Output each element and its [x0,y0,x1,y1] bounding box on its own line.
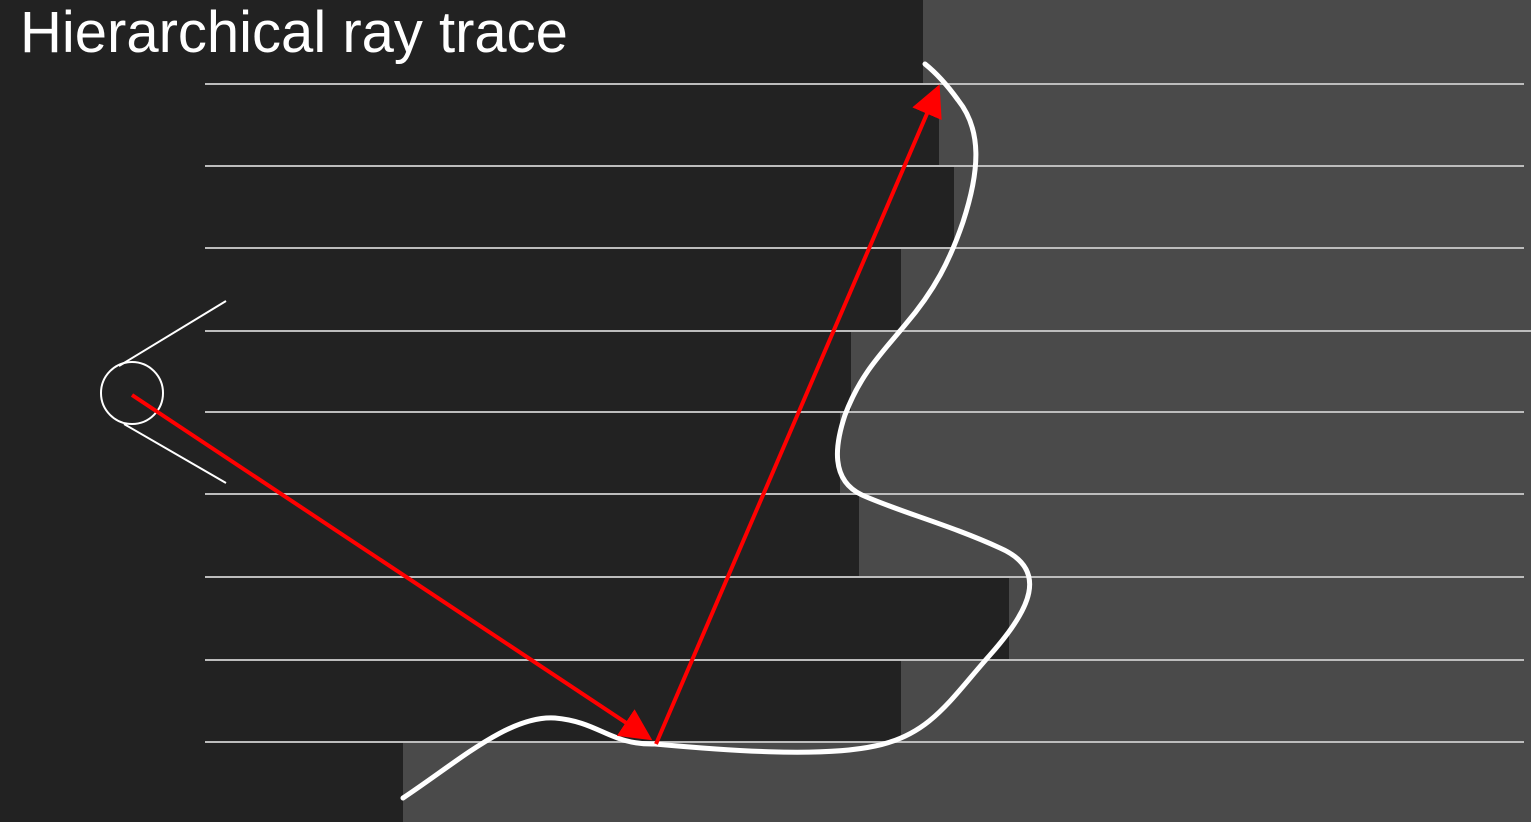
depth-region-row [901,660,1531,742]
camera-eye-icon [100,300,227,484]
depth-region-row [901,248,1531,331]
depth-region-row [923,0,1531,84]
camera-lens [100,361,164,425]
slide-title: Hierarchical ray trace [20,0,568,65]
depth-region-row [840,412,1531,494]
depth-buffer-region [403,0,1531,822]
depth-region-row [1009,577,1531,660]
depth-region-row [939,84,1531,166]
depth-region-row [851,331,1531,412]
reflected-ray-arrow [654,84,942,745]
depth-region-row [859,494,1531,577]
frustum-bottom-edge [123,423,227,484]
frustum-top-edge [118,300,227,367]
depth-region-row [954,166,1531,248]
primary-ray-arrow [130,393,653,741]
hierarchy-levels [205,83,1531,743]
surface-curve [400,61,1032,801]
rays [130,84,942,745]
depth-region-row [403,742,1531,822]
